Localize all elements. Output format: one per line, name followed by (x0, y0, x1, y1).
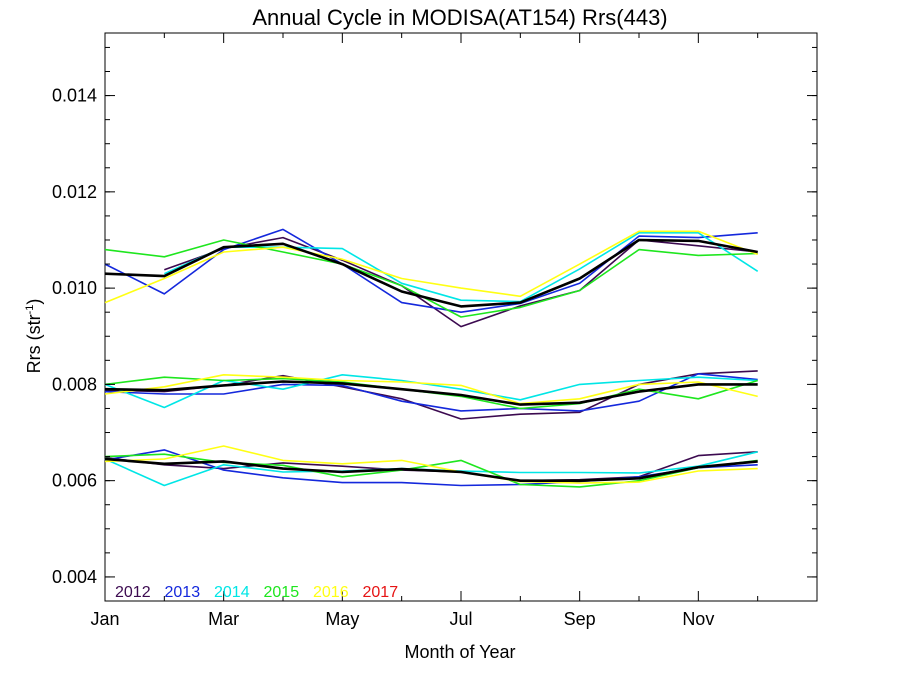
series-layer (104, 228, 759, 488)
legend-item-2015: 2015 (264, 584, 300, 601)
legend-item-2014: 2014 (214, 584, 250, 601)
y-tick-label: 0.014 (52, 86, 97, 106)
y-axis-label: Rrs (str-1) (24, 299, 44, 374)
legend-item-2012: 2012 (115, 584, 151, 601)
series-line-mean-upper (104, 238, 758, 308)
series-line-2012-upper (164, 236, 758, 328)
legend-item-2013: 2013 (165, 584, 201, 601)
series-line-2016-lower (104, 445, 758, 484)
series-line-2012-middle (104, 370, 758, 420)
x-axis-label: Month of Year (404, 642, 515, 662)
chart-title: Annual Cycle in MODISA(AT154) Rrs(443) (252, 5, 667, 30)
x-tick-label: May (325, 609, 359, 629)
series-line-mean-middle (104, 380, 758, 406)
series-line-2016-middle (104, 373, 758, 405)
y-axis-label-main: Rrs (str (24, 314, 44, 373)
y-axis-label-close: ) (24, 299, 44, 305)
legend-item-2017: 2017 (363, 584, 399, 601)
legend-item-2016: 2016 (313, 584, 349, 601)
x-tick-label: Nov (682, 609, 714, 629)
axes-layer: Jan Mar May Jul Sep Nov 0.004 0.006 0.008 0.010 0.… (52, 33, 817, 629)
series-line-2016-upper (104, 230, 758, 304)
legend: 2012 2013 2014 2015 2016 2017 (115, 584, 398, 601)
series-line-2013-middle (104, 372, 758, 412)
x-tick-label: Jan (90, 609, 119, 629)
y-tick-label: 0.008 (52, 374, 97, 394)
x-tick-label: Mar (208, 609, 239, 629)
y-tick-label: 0.010 (52, 278, 97, 298)
y-tick-label: 0.006 (52, 471, 97, 491)
y-axis-label-sup: -1 (24, 305, 36, 315)
x-tick-label: Sep (564, 609, 596, 629)
y-tick-label: 0.004 (52, 567, 97, 587)
series-line-2015-upper (104, 239, 758, 318)
y-tick-label: 0.012 (52, 182, 97, 202)
x-tick-label: Jul (449, 609, 472, 629)
series-line-mean-lower (104, 457, 758, 483)
